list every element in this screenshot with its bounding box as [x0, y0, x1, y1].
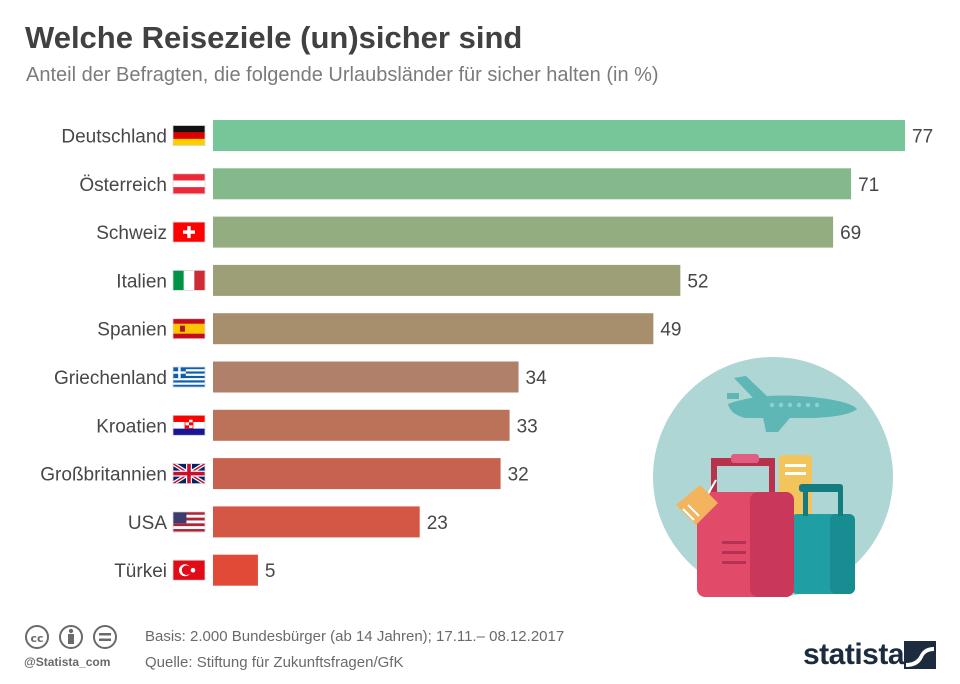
value-label: 32: [508, 465, 529, 486]
value-label: 71: [858, 175, 879, 196]
basis-note: Basis: 2.000 Bundesbürger (ab 14 Jahren)…: [145, 628, 565, 645]
flag-turkey-icon: [172, 559, 206, 581]
flag-greece-icon: [172, 366, 206, 388]
value-label: 49: [660, 320, 681, 341]
bar-chart: Deutschland 77 Österreich 71 Schweiz 69 Italie…: [40, 120, 933, 586]
statista-handle: @Statista_com: [24, 655, 111, 669]
category-label: Türkei: [114, 561, 167, 582]
travel-circle-illustration-icon: [653, 357, 893, 597]
category-label: Österreich: [79, 175, 167, 196]
category-label: Spanien: [97, 320, 167, 341]
flag-switzerland-icon: [172, 221, 206, 243]
value-label: 52: [687, 271, 708, 292]
svg-text:cc: cc: [30, 632, 43, 645]
no-derivatives-icon: [93, 625, 117, 649]
bar-9: [213, 554, 258, 586]
value-label: 69: [840, 223, 861, 244]
statista-logo: statista: [803, 638, 905, 671]
value-label: 5: [265, 561, 276, 582]
license-icons: cc: [25, 625, 117, 649]
category-label: Schweiz: [96, 223, 167, 244]
bar-5: [213, 361, 519, 393]
flag-spain-icon: [172, 318, 206, 340]
bar-6: [213, 409, 510, 441]
category-label: Kroatien: [96, 416, 167, 437]
value-label: 23: [427, 513, 448, 534]
category-label: Großbritannien: [40, 465, 167, 486]
creative-commons-icon: cc: [25, 625, 49, 649]
source-note: Quelle: Stiftung für Zukunftsfragen/GfK: [145, 654, 404, 671]
bar-8: [213, 506, 420, 538]
travel-illustration: [653, 357, 893, 597]
attribution-icon: [59, 625, 83, 649]
statista-logo-icon: [904, 641, 936, 669]
value-label: 34: [526, 368, 548, 389]
bar-0: [213, 120, 905, 151]
bar-7: [213, 458, 501, 490]
bar-1: [213, 168, 852, 200]
page-title: Welche Reiseziele (un)sicher sind: [25, 20, 523, 55]
flag-croatia-icon: [172, 414, 206, 436]
bar-4: [213, 313, 654, 345]
category-label: Italien: [116, 271, 167, 292]
flag-germany-icon: [172, 125, 206, 146]
bar-2: [213, 216, 834, 248]
flag-usa-icon: [172, 511, 206, 533]
flag-austria-icon: [172, 173, 206, 195]
value-label: 33: [517, 416, 538, 437]
flag-uk-icon: [171, 461, 207, 486]
category-label: Deutschland: [61, 127, 167, 148]
value-label: 77: [912, 127, 933, 148]
category-label: USA: [128, 513, 167, 534]
flag-italy-icon: [172, 269, 206, 291]
page-subtitle: Anteil der Befragten, die folgende Urlau…: [26, 64, 659, 86]
category-label: Griechenland: [54, 368, 167, 389]
bar-3: [213, 264, 681, 296]
